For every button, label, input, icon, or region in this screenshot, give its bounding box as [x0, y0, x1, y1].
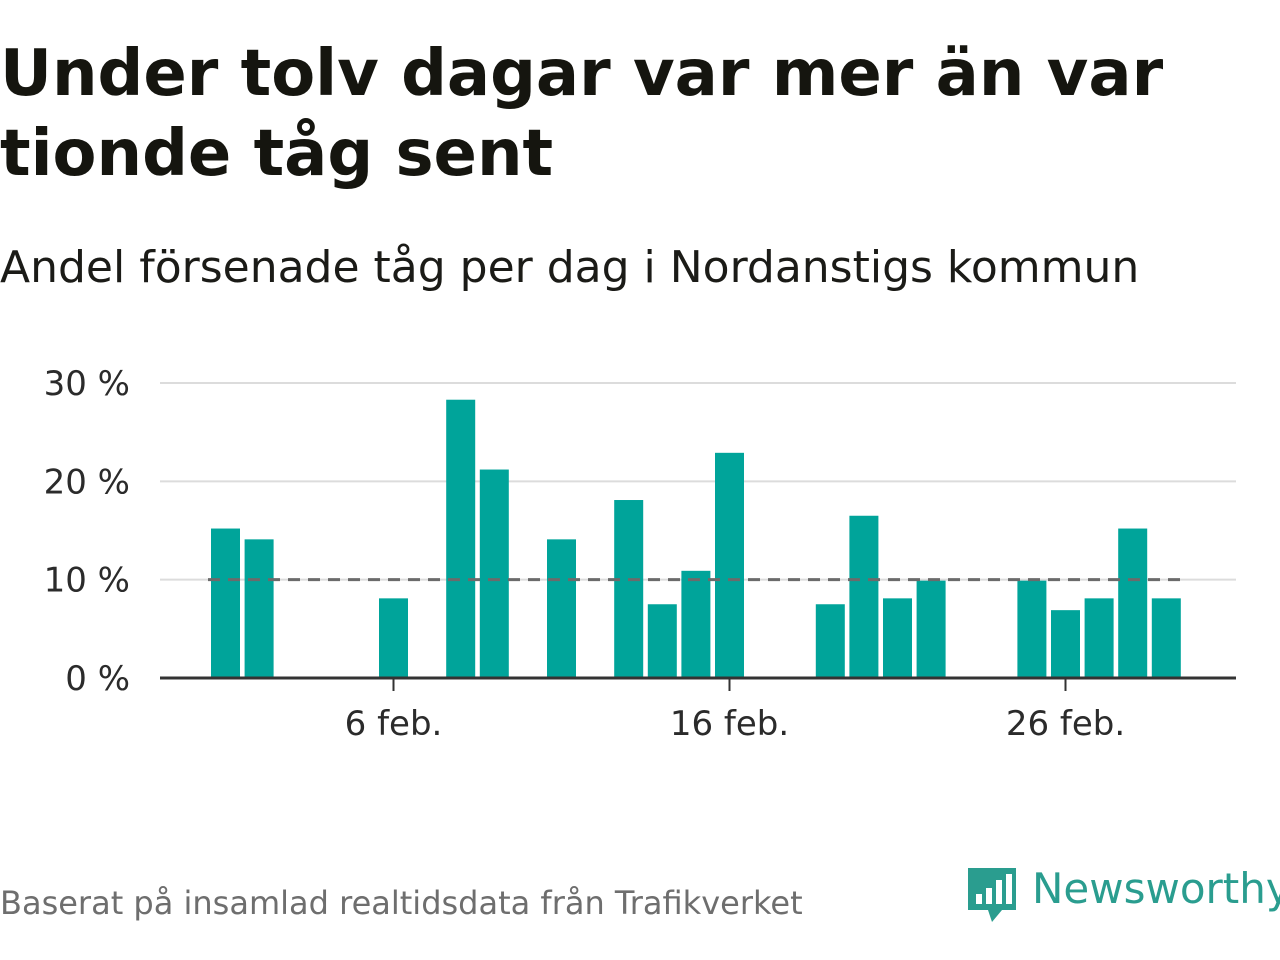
bar: [1051, 610, 1080, 678]
x-axis-ticks: 6 feb. 16 feb. 26 feb.: [345, 678, 1125, 744]
y-axis-ticks: 0 % 10 % 20 % 30 %: [44, 364, 130, 699]
bar: [715, 452, 744, 678]
bar-chart: 0 % 10 % 20 % 30 % 6 feb. 16 feb. 26 feb.: [44, 364, 1236, 744]
x-tick-label: 6 feb.: [345, 704, 443, 744]
x-tick-label: 16 feb.: [670, 704, 789, 744]
bar: [479, 469, 509, 678]
bar: [244, 539, 274, 678]
y-tick-label: 10 %: [44, 561, 130, 601]
bar: [614, 500, 644, 678]
x-tick-label: 26 feb.: [1006, 704, 1125, 744]
bar: [379, 598, 408, 678]
bar: [1017, 580, 1047, 678]
bar: [547, 539, 576, 678]
y-tick-label: 30 %: [44, 364, 130, 404]
bar: [815, 604, 845, 678]
newsworthy-logo-icon: [968, 868, 1016, 922]
bar: [681, 570, 711, 678]
y-tick-label: 20 %: [44, 462, 130, 502]
bar: [1084, 598, 1114, 678]
brand-logo: Newsworthy: [962, 862, 1280, 932]
chart-title: Under tolv dagar var mer än var tionde t…: [0, 37, 1164, 191]
chart-subtitle: Andel försenade tåg per dag i Nordanstig…: [0, 242, 1140, 293]
source-note: Baserat på insamlad realtidsdata från Tr…: [0, 884, 803, 922]
bar: [211, 528, 240, 678]
bars: [211, 399, 1181, 678]
bar: [883, 598, 912, 678]
y-tick-label: 0 %: [65, 659, 130, 699]
bar: [1151, 598, 1181, 678]
bar: [849, 515, 879, 678]
brand-name: Newsworthy: [1032, 864, 1280, 913]
bar: [1118, 528, 1148, 678]
bar: [647, 604, 677, 678]
gridlines: [160, 382, 1236, 581]
bar: [446, 399, 476, 678]
bar: [916, 580, 946, 678]
